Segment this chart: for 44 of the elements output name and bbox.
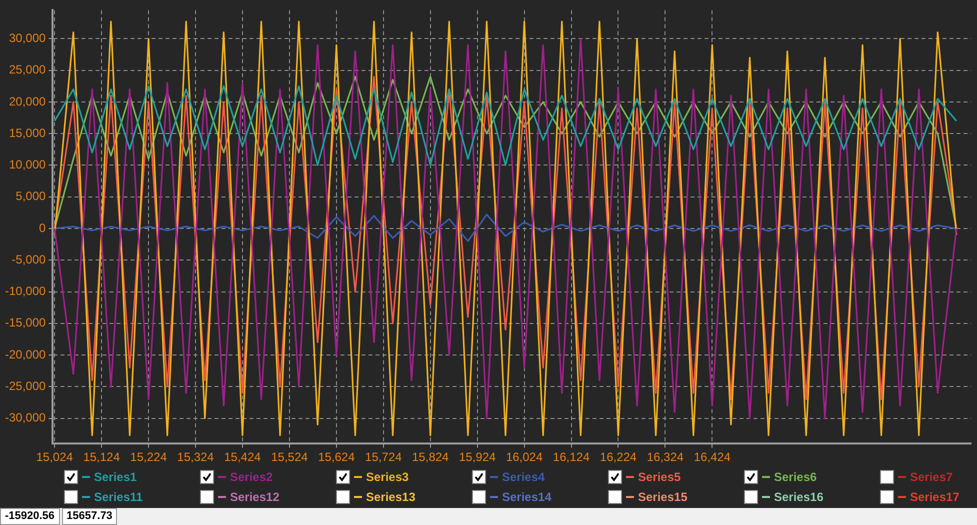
y-tick-label: -15,000: [4, 316, 46, 330]
x-tick-label: 15,124: [83, 450, 120, 464]
x-tick-label: 15,324: [177, 450, 214, 464]
legend-label: Series5: [638, 470, 681, 484]
legend-label: Series3: [366, 470, 409, 484]
y-tick-label: -30,000: [4, 410, 46, 425]
legend-label: Series4: [502, 470, 545, 484]
x-tick-label: 15,224: [130, 450, 168, 464]
x-tick-label: 15,724: [365, 450, 402, 464]
y-tick-label: -5,000: [12, 252, 46, 266]
legend-label: Series17: [910, 490, 960, 504]
x-tick-label: 15,824: [412, 450, 450, 464]
text: -15920.56: [0, 508, 60, 525]
y-tick-label: 15,000: [8, 126, 46, 140]
legend-label: Series16: [774, 490, 824, 504]
y-tick-label: 0: [39, 220, 46, 235]
legend-label: Series7: [910, 470, 953, 484]
y-tick-label: -20,000: [4, 347, 46, 362]
legend-label: Series15: [638, 490, 688, 504]
legend-label: Series6: [774, 470, 817, 484]
legend-label: Series2: [230, 470, 273, 484]
x-tick-label: 16,424: [694, 450, 731, 464]
legend-label: Series14: [502, 490, 552, 504]
legend-label: Series1: [94, 470, 137, 484]
x-tick-label: 16,124: [552, 450, 590, 464]
y-tick-label: -10,000: [4, 284, 46, 298]
x-tick-label: 16,324: [646, 450, 684, 464]
y-tick-label: -25,000: [4, 378, 46, 393]
legend-label: Series13: [366, 490, 416, 504]
x-tick-label: 15,524: [271, 450, 308, 464]
x-tick-label: 16,224: [600, 450, 637, 464]
x-tick-label: 15,624: [318, 450, 356, 464]
y-tick-label: 20,000: [8, 94, 46, 108]
x-tick-label: 16,024: [506, 450, 543, 464]
x-tick-label: 15,424: [224, 450, 262, 464]
x-tick-label: 15,924: [458, 450, 496, 464]
text: 15657.73: [62, 508, 118, 525]
y-tick-label: 30,000: [8, 30, 46, 45]
legend-label: Series11: [94, 490, 143, 504]
y-tick-label: 5,000: [16, 189, 46, 204]
legend-label: Series12: [230, 490, 280, 504]
y-tick-label: 10,000: [8, 158, 46, 172]
x-tick-label: 15,024: [36, 450, 74, 464]
y-tick-label: 25,000: [8, 62, 46, 77]
